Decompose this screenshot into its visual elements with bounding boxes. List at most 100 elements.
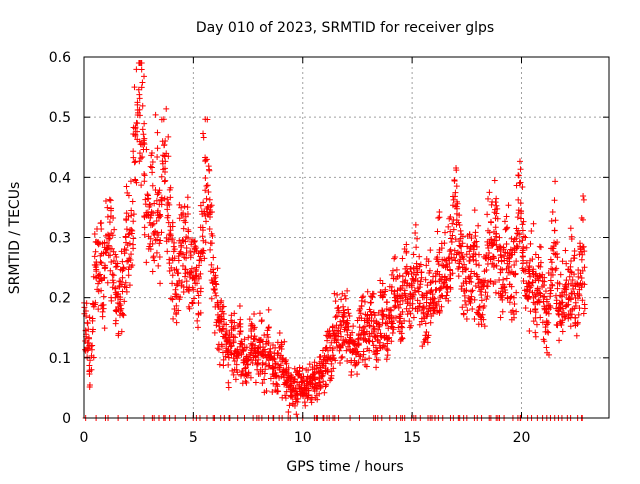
data-point bbox=[270, 365, 277, 372]
data-point bbox=[450, 226, 457, 233]
data-point bbox=[133, 119, 140, 126]
data-point bbox=[237, 327, 244, 334]
data-point bbox=[463, 287, 470, 294]
data-point bbox=[448, 239, 455, 246]
data-point bbox=[388, 307, 395, 314]
data-point bbox=[567, 323, 574, 330]
data-point bbox=[563, 277, 570, 284]
data-point bbox=[530, 318, 537, 325]
data-point bbox=[399, 292, 406, 299]
data-point bbox=[432, 278, 439, 285]
data-point bbox=[158, 194, 165, 201]
data-point bbox=[108, 205, 115, 212]
data-point bbox=[340, 303, 347, 310]
data-point bbox=[379, 280, 386, 287]
data-point bbox=[447, 214, 454, 221]
data-point bbox=[552, 217, 559, 224]
data-point bbox=[491, 177, 498, 184]
data-point bbox=[410, 265, 417, 272]
data-point bbox=[205, 188, 212, 195]
data-point bbox=[252, 379, 259, 386]
data-point bbox=[267, 375, 274, 382]
data-point bbox=[526, 288, 533, 295]
data-point bbox=[232, 334, 239, 341]
data-point bbox=[574, 295, 581, 302]
data-point bbox=[132, 131, 139, 138]
data-point bbox=[415, 288, 422, 295]
data-point bbox=[357, 310, 364, 317]
data-point bbox=[267, 345, 274, 352]
data-point bbox=[199, 227, 206, 234]
data-point bbox=[399, 308, 406, 315]
data-point bbox=[176, 250, 183, 257]
data-point bbox=[551, 197, 558, 204]
data-point bbox=[475, 251, 482, 258]
data-point bbox=[278, 341, 285, 348]
data-point bbox=[516, 180, 523, 187]
data-point bbox=[506, 299, 513, 306]
data-point bbox=[332, 298, 339, 305]
data-point bbox=[384, 347, 391, 354]
data-point bbox=[430, 273, 437, 280]
data-point bbox=[493, 262, 500, 269]
data-point bbox=[494, 205, 501, 212]
data-point bbox=[468, 288, 475, 295]
data-point bbox=[121, 298, 128, 305]
data-point bbox=[113, 253, 120, 260]
y-tick-label: 0.6 bbox=[49, 50, 71, 66]
y-tick-label: 0.1 bbox=[49, 351, 71, 367]
data-point bbox=[216, 361, 223, 368]
data-point bbox=[169, 280, 176, 287]
data-point bbox=[483, 283, 490, 290]
data-point bbox=[399, 273, 406, 280]
data-point bbox=[143, 259, 150, 266]
data-point bbox=[342, 295, 349, 302]
data-point bbox=[233, 361, 240, 368]
data-point bbox=[132, 125, 139, 132]
data-point bbox=[165, 133, 172, 140]
data-point bbox=[360, 351, 367, 358]
data-point bbox=[296, 364, 303, 371]
data-point bbox=[466, 231, 473, 238]
data-point bbox=[191, 295, 198, 302]
data-point bbox=[501, 284, 508, 291]
data-point bbox=[289, 401, 296, 408]
data-point bbox=[102, 249, 109, 256]
data-point bbox=[151, 257, 158, 264]
data-point bbox=[529, 256, 536, 263]
data-point bbox=[164, 206, 171, 213]
data-point bbox=[553, 265, 560, 272]
data-point bbox=[412, 221, 419, 228]
data-point bbox=[195, 292, 202, 299]
data-point bbox=[423, 328, 430, 335]
data-point bbox=[447, 284, 454, 291]
data-point bbox=[380, 312, 387, 319]
data-point bbox=[356, 324, 363, 331]
data-point bbox=[397, 301, 404, 308]
data-point bbox=[518, 207, 525, 214]
data-point bbox=[144, 192, 151, 199]
data-point bbox=[511, 301, 518, 308]
data-point bbox=[417, 278, 424, 285]
data-point bbox=[567, 263, 574, 270]
data-point bbox=[149, 164, 156, 171]
data-point bbox=[287, 374, 294, 381]
data-point bbox=[515, 172, 522, 179]
data-point bbox=[499, 266, 506, 273]
data-point bbox=[565, 301, 572, 308]
data-point bbox=[215, 346, 222, 353]
data-point bbox=[202, 174, 209, 181]
data-point bbox=[520, 257, 527, 264]
data-point bbox=[85, 334, 92, 341]
data-point bbox=[574, 319, 581, 326]
data-point bbox=[569, 282, 576, 289]
data-point bbox=[195, 300, 202, 307]
data-point bbox=[166, 201, 173, 208]
data-point bbox=[482, 289, 489, 296]
data-point bbox=[189, 284, 196, 291]
data-point bbox=[513, 182, 520, 189]
data-point bbox=[520, 245, 527, 252]
data-point bbox=[275, 388, 282, 395]
data-point bbox=[569, 277, 576, 284]
data-point bbox=[112, 251, 119, 258]
